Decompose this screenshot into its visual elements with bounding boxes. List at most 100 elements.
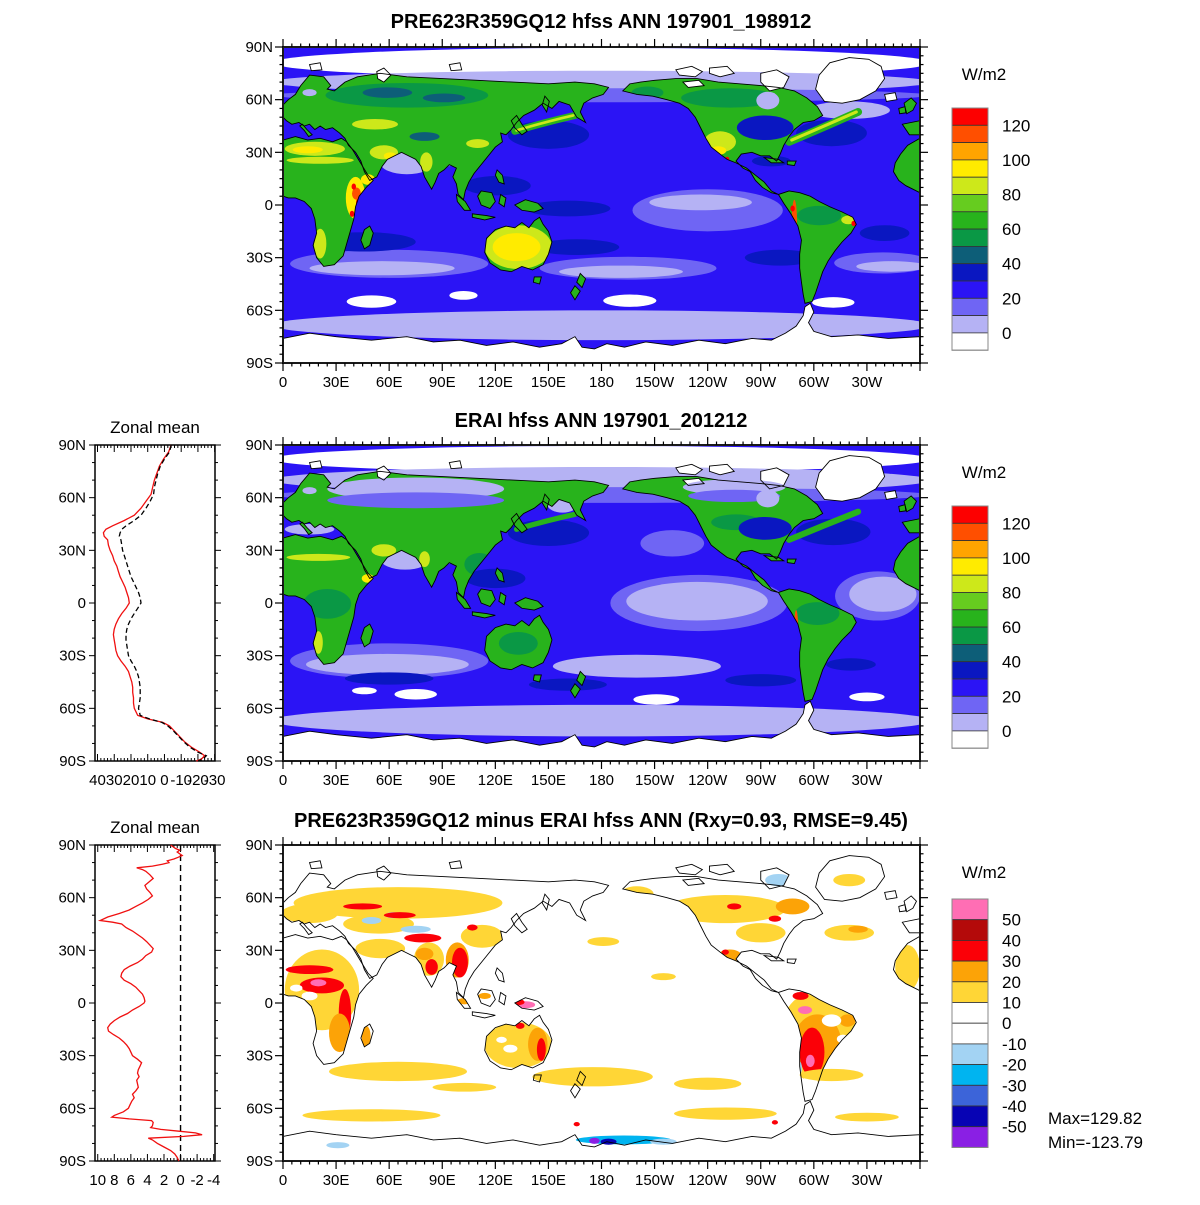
map-blob bbox=[306, 653, 469, 675]
colorbar-chip bbox=[951, 678, 989, 697]
zonal-x-label: 0 bbox=[160, 772, 168, 789]
zonal-mean-title-bottom: Zonal mean bbox=[110, 818, 200, 837]
colorbar-chip bbox=[951, 981, 989, 1003]
map-blob bbox=[859, 225, 910, 241]
colorbar-frame bbox=[951, 898, 989, 1148]
lon-tick-label: 180 bbox=[589, 374, 614, 391]
map-blob bbox=[346, 295, 397, 308]
map-blob bbox=[835, 1112, 899, 1122]
map-blob bbox=[352, 118, 399, 130]
lon-tick-label: 150E bbox=[531, 772, 566, 789]
map-blob bbox=[797, 1006, 813, 1014]
lat-tick-label: 30N bbox=[245, 542, 273, 559]
map-blob bbox=[839, 1014, 856, 1027]
map-blob bbox=[796, 119, 867, 147]
colorbar-chip bbox=[951, 644, 989, 663]
map-blob bbox=[573, 1121, 580, 1127]
map-blob bbox=[383, 912, 416, 919]
lat-tick-label: 0 bbox=[265, 995, 273, 1012]
map-blob bbox=[849, 692, 885, 702]
zonal-lat-label: 90N bbox=[58, 837, 86, 854]
map-blob bbox=[795, 602, 840, 625]
colorbar-label: 30 bbox=[1002, 952, 1021, 971]
ocean-current-streak bbox=[785, 508, 862, 543]
map-blob bbox=[420, 152, 433, 172]
model-map-axes: 0 30E 60E 90E 120E 150E 180 150W 120W 90W 60W 30W 90… bbox=[245, 39, 928, 391]
lat-tick-label: 30S bbox=[246, 1048, 273, 1065]
colorbar-label: 100 bbox=[1002, 549, 1030, 568]
map-blob bbox=[371, 544, 397, 557]
zonal-lat-label: 90S bbox=[59, 1153, 86, 1170]
map-blob bbox=[515, 1022, 525, 1029]
map-blob bbox=[649, 194, 752, 211]
colorbar-chip bbox=[951, 124, 989, 144]
map-blob bbox=[856, 261, 921, 272]
map-blob bbox=[343, 903, 383, 910]
map-blob bbox=[797, 205, 842, 226]
colorbar-frame bbox=[951, 107, 989, 351]
zonal-lat-label: 60S bbox=[59, 700, 86, 717]
map-blob bbox=[808, 101, 890, 119]
map-blob bbox=[575, 1135, 672, 1145]
map-blob bbox=[525, 200, 611, 217]
map-blob bbox=[352, 687, 377, 695]
map-blob bbox=[503, 1044, 518, 1053]
map-blob bbox=[849, 576, 917, 612]
colorbar-label: 10 bbox=[1002, 994, 1021, 1013]
map-blob bbox=[362, 87, 413, 98]
colorbar-label: 20 bbox=[1002, 973, 1021, 992]
map-blob bbox=[626, 581, 768, 621]
map-blob bbox=[833, 873, 866, 887]
map-blob bbox=[394, 689, 437, 700]
zonal-x-label: -30 bbox=[204, 772, 226, 789]
colorbar-chip bbox=[951, 1126, 989, 1148]
map-blob bbox=[283, 903, 338, 924]
zonal-series-reference bbox=[118, 444, 208, 762]
lat-tick-label: 30S bbox=[246, 648, 273, 665]
colorbar-chip bbox=[951, 159, 989, 178]
colorbar-chip bbox=[951, 898, 989, 921]
lon-tick-label: 60W bbox=[798, 374, 830, 391]
flux-colorbar-middle: 120 100 80 60 40 20 0 bbox=[951, 505, 1030, 749]
lat-tick-label: 30N bbox=[245, 942, 273, 959]
map-blob bbox=[792, 992, 809, 1000]
lon-tick-label: 150W bbox=[635, 772, 675, 789]
map-blob bbox=[313, 631, 323, 654]
map-blob bbox=[674, 1107, 777, 1120]
colorbar-chip bbox=[951, 142, 989, 161]
colorbar-chip bbox=[951, 557, 989, 576]
top-map-title: PRE623R359GQ12 hfss ANN 197901_198912 bbox=[391, 11, 812, 33]
zonal-frame bbox=[94, 844, 216, 1162]
colorbar-label: 120 bbox=[1002, 116, 1030, 135]
lon-tick-label: 120W bbox=[688, 1172, 728, 1189]
map-blob bbox=[302, 487, 317, 495]
zonal-x-label: 6 bbox=[127, 1172, 135, 1189]
lon-tick-label: 120E bbox=[478, 1172, 513, 1189]
map-blob bbox=[492, 233, 541, 262]
map-blob bbox=[329, 1013, 351, 1053]
land-patches bbox=[284, 82, 856, 270]
erai-map bbox=[282, 444, 921, 762]
colorbar-chip bbox=[951, 176, 989, 195]
map-blob bbox=[651, 973, 676, 981]
colorbar-units-middle: W/m2 bbox=[962, 463, 1006, 482]
map-blob bbox=[343, 914, 414, 934]
colorbar-chip bbox=[951, 695, 989, 714]
colorbar-chip bbox=[951, 315, 989, 334]
map-blob bbox=[349, 210, 355, 217]
map-blob bbox=[285, 965, 334, 975]
lon-tick-label: 90E bbox=[429, 1172, 456, 1189]
lon-tick-label: 30E bbox=[323, 1172, 350, 1189]
map-blob bbox=[528, 678, 607, 691]
zonal-lat-label: 30N bbox=[58, 542, 86, 559]
zonal-x-label: 10 bbox=[139, 772, 156, 789]
map-blob bbox=[756, 91, 780, 110]
zonal-lat-label: 60S bbox=[59, 1100, 86, 1117]
colorbar-units-top: W/m2 bbox=[962, 65, 1006, 84]
map-blob bbox=[681, 88, 779, 108]
lat-tick-label: 60N bbox=[245, 490, 273, 507]
map-blob bbox=[310, 979, 327, 987]
map-blob bbox=[725, 674, 797, 687]
lon-tick-label: 180 bbox=[589, 772, 614, 789]
